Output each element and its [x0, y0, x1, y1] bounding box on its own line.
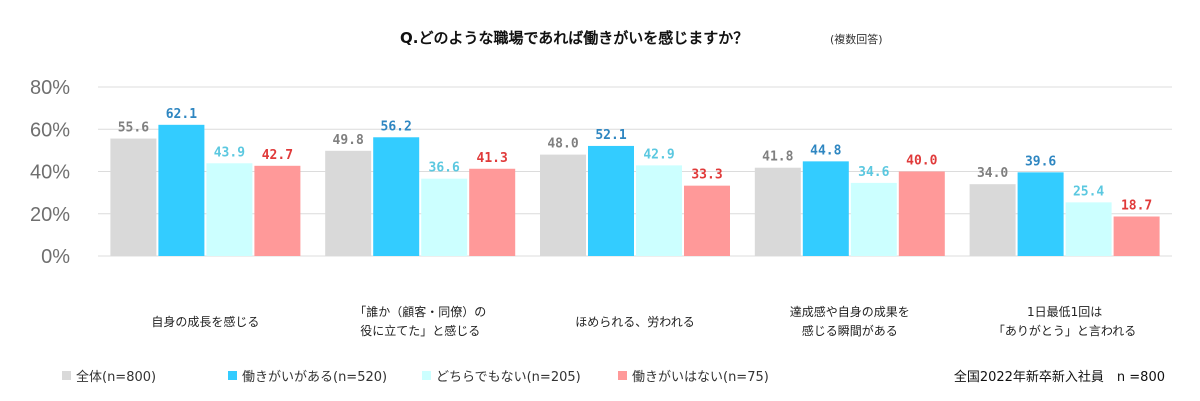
bar — [588, 145, 634, 256]
data-label: 55.6 — [118, 121, 149, 136]
data-label: 52.1 — [595, 128, 626, 143]
bar — [254, 165, 301, 256]
category-label: 自身の成長を感じる — [151, 314, 259, 329]
bar — [850, 182, 897, 256]
bar — [1113, 216, 1160, 256]
category-label: 「ありがとう」と言われる — [993, 323, 1136, 338]
y-tick-label: 40% — [30, 162, 70, 184]
data-label: 43.9 — [214, 145, 245, 160]
data-label: 42.9 — [643, 147, 674, 162]
legend-label: 働きがいがある(n=520) — [242, 370, 387, 385]
data-label: 41.8 — [762, 150, 793, 165]
bars — [110, 124, 1160, 256]
data-label: 62.1 — [166, 107, 197, 122]
chart-title: Q.どのような職場であれば働きがいを感じますか？ — [400, 29, 748, 47]
legend-swatch — [62, 371, 71, 380]
data-label: 34.6 — [858, 165, 889, 180]
bar — [754, 167, 801, 256]
data-label: 18.7 — [1121, 198, 1152, 213]
y-tick-label: 0% — [41, 246, 70, 268]
bar — [206, 163, 253, 256]
data-label: 39.6 — [1025, 154, 1056, 169]
bar — [636, 165, 682, 256]
data-label: 25.4 — [1073, 184, 1104, 199]
bar — [1017, 172, 1064, 256]
bar — [898, 171, 945, 256]
bar — [802, 161, 849, 256]
category-label: 1日最低1回は — [1027, 305, 1102, 319]
legend-swatch — [422, 371, 431, 380]
bar — [969, 184, 1016, 256]
legend: 全体(n=800) 働きがいがある(n=520) どちらでもない(n=205) 働きが… — [62, 369, 769, 385]
legend-label: 全体(n=800) — [76, 369, 156, 385]
bar — [373, 137, 420, 256]
bar — [684, 185, 730, 256]
legend-swatch — [618, 371, 627, 380]
category-label: 感じる瞬間がある — [802, 323, 898, 338]
bar — [540, 154, 586, 256]
category-label: ほめられる、労われる — [575, 315, 694, 329]
bar — [1065, 202, 1112, 256]
legend-label: どちらでもない(n=205) — [436, 370, 581, 385]
data-labels: 55.6 62.1 43.9 42.7 49.8 56.2 36.6 41.3 48.0 52.1… — [118, 107, 1153, 214]
category-label: 役に立てた」と感じる — [360, 323, 480, 338]
legend-label: 働きがいはない(n=75) — [632, 370, 769, 385]
data-label: 44.8 — [810, 143, 841, 158]
y-tick-label: 80% — [30, 77, 70, 99]
data-label: 33.3 — [691, 168, 722, 183]
data-label: 36.6 — [429, 161, 460, 176]
bar — [110, 138, 157, 256]
data-label: 41.3 — [477, 151, 508, 166]
data-label: 42.7 — [262, 148, 293, 163]
bar — [469, 168, 516, 256]
data-label: 49.8 — [333, 133, 364, 148]
bar — [421, 178, 468, 256]
data-label: 40.0 — [906, 154, 937, 169]
bar — [158, 124, 205, 256]
y-axis-ticks: 0% 20% 40% 60% 80% — [30, 77, 70, 268]
sample-note: 全国2022年新卒新入社員 n =800 — [954, 369, 1165, 385]
bar — [325, 150, 372, 256]
category-label: 達成感や自身の成果を — [790, 304, 910, 319]
data-label: 56.2 — [381, 119, 412, 134]
y-tick-label: 60% — [30, 119, 70, 141]
y-tick-label: 20% — [30, 204, 70, 226]
legend-swatch — [228, 371, 237, 380]
chart-subtitle: (複数回答) — [830, 32, 883, 46]
data-label: 48.0 — [547, 137, 578, 152]
category-label: 「誰か（顧客・同僚）の — [354, 304, 486, 319]
data-label: 34.0 — [977, 166, 1008, 181]
